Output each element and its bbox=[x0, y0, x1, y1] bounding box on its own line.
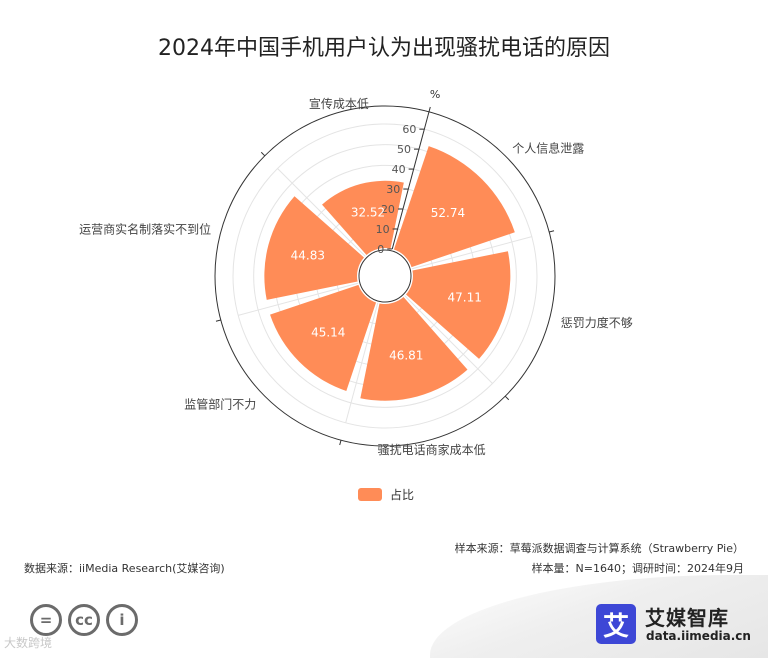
outer-tick bbox=[504, 395, 510, 401]
bar-value-label: 44.83 bbox=[291, 248, 325, 262]
sample-source: 样本来源：草莓派数据调查与计算系统（Strawberry Pie） bbox=[454, 542, 744, 555]
label-layer: 52.74 47.11 46.81 45.14 44.83 32.52 个人信息泄露惩罚力度… bbox=[79, 96, 633, 457]
grid-spoke bbox=[277, 168, 366, 257]
license-icons: = cc i bbox=[30, 604, 138, 636]
bar-value-label: 47.11 bbox=[448, 290, 482, 304]
watermark: 大数跨境 bbox=[4, 636, 53, 650]
radial-tick-label: 50 bbox=[397, 143, 411, 156]
sample-size: 样本量：N=1640；调研时间：2024年9月 bbox=[531, 562, 744, 575]
radial-tick-label: 40 bbox=[392, 163, 406, 176]
cc-icon: cc bbox=[68, 604, 100, 636]
grid-spoke bbox=[238, 282, 359, 316]
grid-ring bbox=[253, 144, 517, 408]
outer-tick bbox=[215, 319, 221, 322]
radial-tick-label: 0 bbox=[377, 243, 384, 256]
bar-value-label: 52.74 bbox=[431, 206, 465, 220]
bar-0 bbox=[393, 146, 515, 268]
outer-circle bbox=[214, 105, 556, 447]
legend[interactable]: 占比 bbox=[358, 486, 414, 503]
outer-tick bbox=[339, 440, 342, 446]
bar-3 bbox=[270, 284, 377, 391]
grid-spoke bbox=[404, 295, 493, 384]
chart-title: 2024年中国手机用户认为出现骚扰电话的原因 bbox=[158, 36, 610, 61]
equals-icon: = bbox=[30, 604, 62, 636]
bar-2 bbox=[360, 297, 468, 401]
grid-spoke bbox=[411, 236, 532, 270]
category-label: 骚扰电话商家成本低 bbox=[378, 442, 486, 457]
category-label: 惩罚力度不够 bbox=[561, 315, 633, 330]
brand-name: 艾媒智库 bbox=[645, 606, 729, 630]
category-label: 运营商实名制落实不到位 bbox=[79, 221, 211, 236]
bar-value-label: 32.52 bbox=[351, 206, 385, 220]
radial-unit-label: % bbox=[430, 88, 440, 101]
grid-spoke bbox=[345, 302, 379, 423]
grid-ring bbox=[232, 123, 538, 429]
radial-axis: 0 10 20 30 40 50 60% bbox=[376, 88, 441, 256]
bar-layer bbox=[264, 146, 515, 401]
inner-hole bbox=[358, 249, 412, 303]
brand-logo-icon: 艾 bbox=[596, 604, 636, 644]
outer-tick bbox=[260, 151, 266, 157]
legend-swatch bbox=[358, 488, 382, 501]
category-label: 个人信息泄露 bbox=[512, 141, 584, 156]
bar-1 bbox=[406, 251, 511, 359]
person-icon: i bbox=[106, 604, 138, 636]
brand-url[interactable]: data.iimedia.cn bbox=[646, 629, 751, 643]
legend-label: 占比 bbox=[390, 488, 415, 502]
radial-tick-label: 60 bbox=[402, 123, 416, 136]
radial-axis-line bbox=[391, 111, 430, 250]
bar-value-label: 45.14 bbox=[311, 326, 345, 340]
category-label: 宣传成本低 bbox=[309, 96, 369, 111]
outer-tick bbox=[428, 106, 431, 112]
radial-tick-label: 20 bbox=[381, 203, 395, 216]
radial-tick-label: 10 bbox=[376, 223, 390, 236]
outer-tick bbox=[549, 230, 555, 233]
bar-value-label: 46.81 bbox=[389, 348, 423, 362]
bar-5 bbox=[322, 180, 404, 255]
category-label: 监管部门不力 bbox=[184, 397, 256, 412]
polar-bar-chart: 0 10 20 30 40 50 60% 52.74 47.11 46.81 45.14 44.83… bbox=[79, 88, 633, 457]
radial-tick-label: 30 bbox=[386, 183, 400, 196]
data-source: 数据来源：iiMedia Research(艾媒咨询) bbox=[24, 562, 225, 575]
bar-4 bbox=[264, 196, 364, 300]
